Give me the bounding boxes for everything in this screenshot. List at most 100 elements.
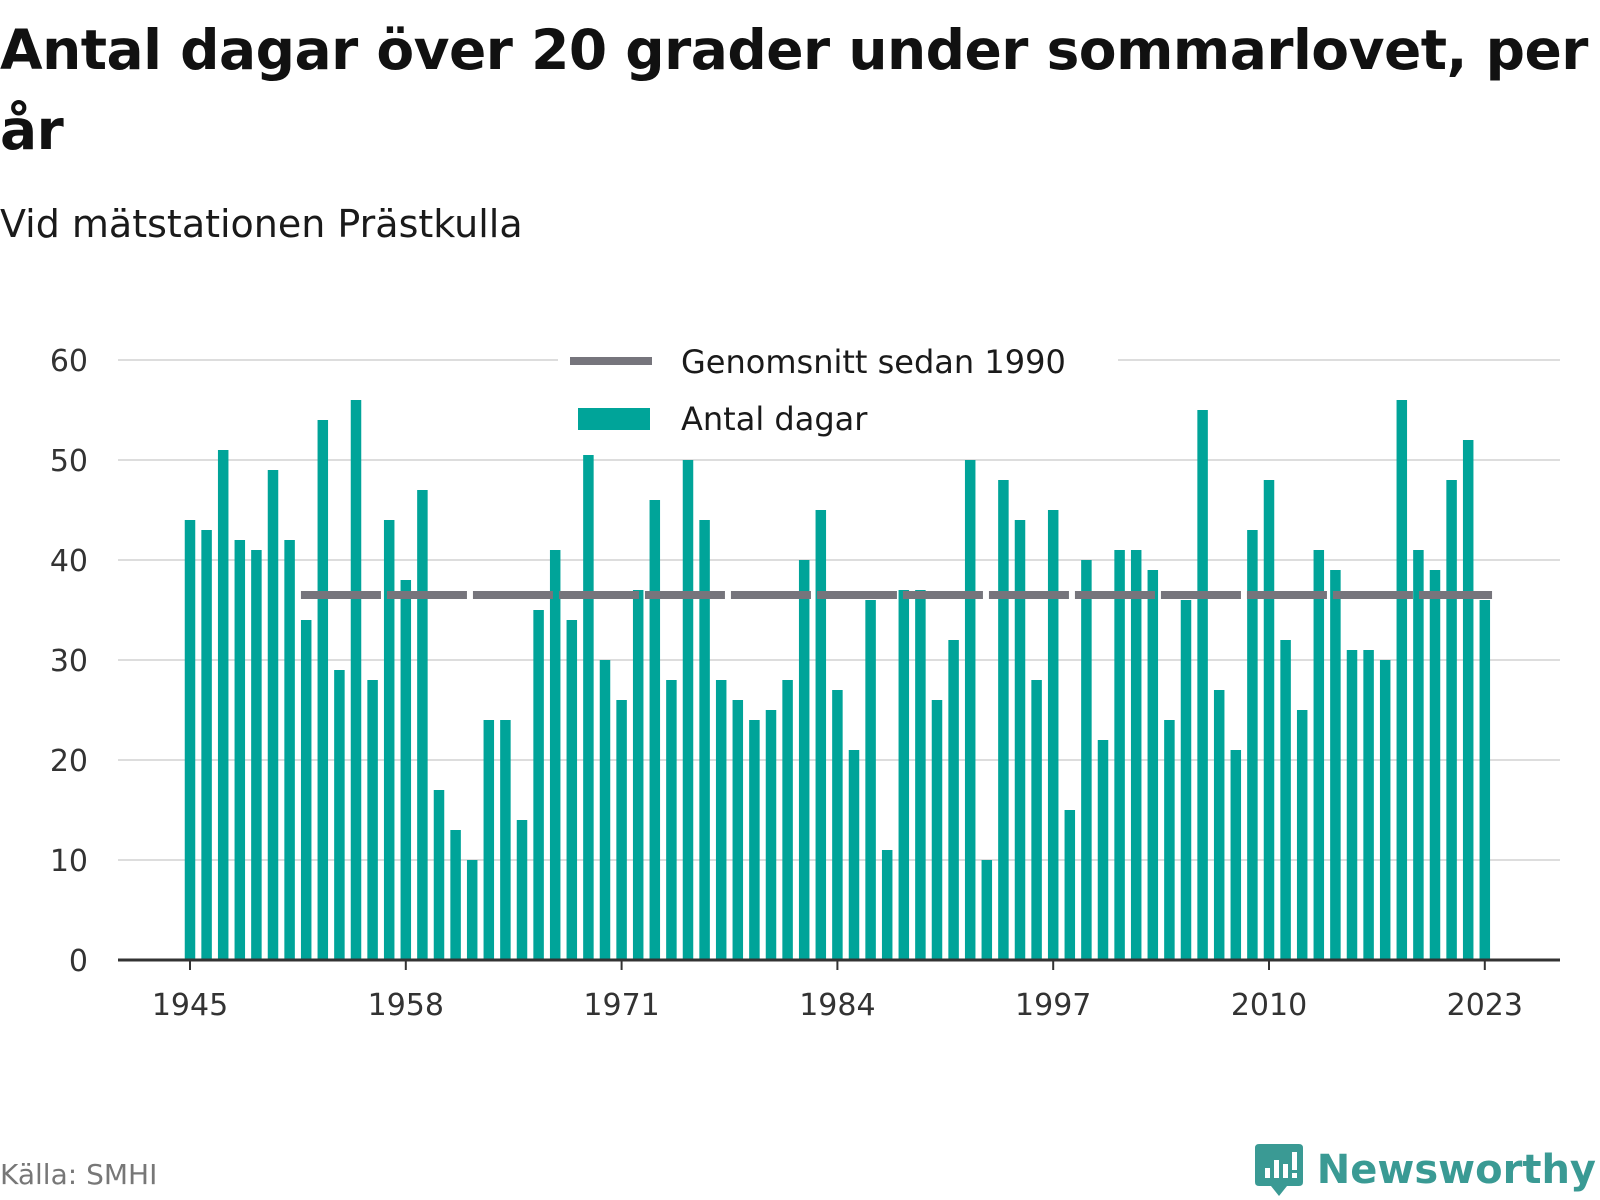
bar: [998, 480, 1009, 960]
y-tick-label: 20: [50, 744, 88, 779]
bar: [765, 710, 777, 960]
bar: [848, 750, 860, 960]
bar: [832, 690, 843, 960]
bar: [616, 700, 627, 960]
x-tick-label: 1958: [368, 988, 444, 1023]
bar: [583, 390, 594, 960]
bar: [749, 720, 760, 960]
chart-title: Antal dagar över 20 grader under sommarl…: [0, 18, 1588, 162]
bar: [732, 700, 744, 960]
y-tick-label: 10: [50, 844, 88, 879]
bar: [1197, 410, 1208, 960]
bar: [549, 550, 561, 960]
bar: [317, 420, 329, 960]
legend-bars-swatch: [578, 408, 650, 430]
y-tick-label: 0: [69, 944, 88, 979]
bar: [1346, 650, 1358, 960]
bar: [267, 470, 279, 960]
bar: [1097, 740, 1109, 960]
bar: [400, 580, 412, 960]
brand-logo[interactable]: Newsworthy: [1253, 1140, 1596, 1200]
bar: [1230, 750, 1242, 960]
x-tick-label: 1997: [1015, 988, 1091, 1023]
bar: [1064, 810, 1076, 960]
bar: [334, 670, 345, 960]
x-tick-label: 2023: [1447, 988, 1523, 1023]
bar: [500, 720, 511, 960]
bar: [1031, 680, 1042, 960]
bar: [251, 550, 262, 960]
bar: [533, 610, 544, 960]
bar: [217, 450, 229, 960]
bar: [450, 830, 461, 960]
bar: [1180, 600, 1192, 960]
bar-chart: 0 10 20 30 40 50 60 1945 1958 1971 1984 1997 2010 20…: [50, 343, 1560, 1023]
bar: [632, 590, 644, 960]
bar: [1413, 550, 1424, 960]
x-tick-label: 1984: [799, 988, 875, 1023]
legend: Genomsnitt sedan 1990 Antal dagar: [558, 343, 1118, 455]
bar: [865, 600, 876, 960]
bar: [1130, 550, 1142, 960]
bar: [964, 460, 976, 960]
bar: [915, 590, 926, 960]
bar: [1330, 570, 1341, 960]
bar: [699, 520, 710, 960]
chart-subtitle: Vid mätstationen Prästkulla: [0, 202, 523, 246]
bar: [433, 790, 445, 960]
y-axis-labels: 0 10 20 30 40 50 60: [50, 344, 88, 979]
legend-average-label: Genomsnitt sedan 1990: [681, 343, 1066, 381]
bar: [1147, 570, 1159, 960]
x-tick-label: 1971: [583, 988, 659, 1023]
bar: [1313, 550, 1325, 960]
bar: [682, 460, 694, 960]
bar: [1363, 650, 1374, 960]
bar: [300, 620, 312, 960]
bar: [931, 700, 943, 960]
x-axis-labels: 1945 1958 1971 1984 1997 2010 2023: [152, 960, 1523, 1023]
x-tick-label: 2010: [1231, 988, 1307, 1023]
bar: [599, 660, 611, 960]
x-tick-label: 1945: [152, 988, 228, 1023]
bar: [881, 850, 893, 960]
legend-background: [558, 355, 1118, 455]
bar: [981, 860, 993, 960]
bar: [1081, 560, 1092, 960]
bar: [1280, 640, 1291, 960]
source-note: Källa: SMHI: [0, 1158, 158, 1191]
bar: [201, 530, 212, 960]
bar: [1014, 520, 1026, 960]
bar: [1446, 480, 1457, 960]
bar: [234, 540, 246, 960]
bar: [1164, 720, 1175, 960]
y-tick-label: 30: [50, 644, 88, 679]
bar: [184, 520, 196, 960]
y-tick-label: 50: [50, 444, 88, 479]
legend-bars-label: Antal dagar: [681, 400, 868, 438]
bar: [1462, 440, 1474, 960]
bar: [1379, 660, 1391, 960]
bars: [184, 390, 1491, 960]
bar: [1396, 400, 1408, 960]
bar: [1247, 530, 1258, 960]
bar: [417, 490, 428, 960]
bar: [483, 720, 495, 960]
bar: [948, 640, 959, 960]
bar: [516, 820, 528, 960]
bar: [898, 590, 910, 960]
brand-name: Newsworthy: [1316, 1147, 1596, 1193]
bar: [566, 620, 578, 960]
bar: [1047, 510, 1059, 960]
bar: [367, 680, 378, 960]
bar: [284, 540, 295, 960]
y-tick-label: 60: [50, 344, 88, 379]
bar: [1479, 600, 1491, 960]
bar: [383, 520, 395, 960]
bar: [666, 680, 677, 960]
y-tick-label: 40: [50, 544, 88, 579]
bar: [715, 680, 727, 960]
bar: [782, 680, 793, 960]
bar: [1213, 690, 1225, 960]
bar: [350, 400, 362, 960]
bar: [1263, 480, 1275, 960]
